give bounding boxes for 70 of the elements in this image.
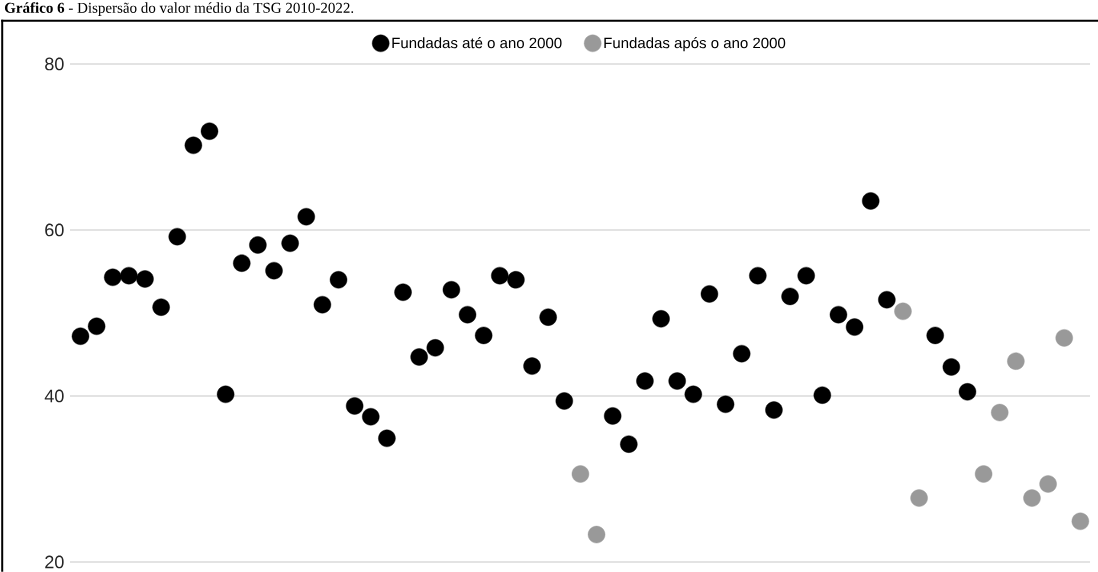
y-tick-label: 40 bbox=[44, 389, 64, 403]
point bbox=[329, 271, 348, 289]
point bbox=[233, 254, 251, 272]
point bbox=[813, 386, 832, 404]
point bbox=[894, 302, 912, 321]
point bbox=[845, 318, 864, 336]
point bbox=[265, 261, 283, 280]
point bbox=[910, 489, 928, 507]
y-tick-label: 80 bbox=[45, 57, 64, 71]
point bbox=[168, 227, 186, 246]
point bbox=[136, 270, 154, 288]
point bbox=[991, 403, 1009, 422]
point bbox=[958, 383, 977, 401]
point bbox=[410, 348, 428, 366]
point bbox=[249, 236, 267, 254]
y-tick-label: 20 bbox=[45, 555, 64, 569]
point bbox=[603, 407, 622, 425]
point bbox=[1055, 329, 1073, 347]
point bbox=[587, 525, 606, 544]
point bbox=[716, 395, 735, 413]
point bbox=[442, 281, 461, 299]
point bbox=[378, 429, 396, 448]
point bbox=[765, 401, 783, 419]
point bbox=[1023, 489, 1041, 507]
point bbox=[491, 266, 509, 285]
point bbox=[184, 136, 203, 155]
point bbox=[652, 310, 670, 328]
point bbox=[797, 266, 815, 285]
point bbox=[507, 271, 525, 289]
point bbox=[394, 283, 412, 301]
y-tick-label: 60 bbox=[45, 223, 64, 237]
point bbox=[1071, 512, 1090, 531]
point bbox=[313, 295, 332, 314]
point bbox=[684, 385, 703, 404]
point bbox=[523, 357, 541, 375]
point bbox=[87, 317, 106, 335]
point bbox=[668, 372, 686, 390]
point bbox=[297, 208, 315, 226]
point bbox=[942, 358, 961, 376]
point bbox=[1039, 475, 1057, 493]
point bbox=[458, 305, 477, 324]
point bbox=[862, 192, 880, 210]
point bbox=[216, 385, 235, 404]
point bbox=[345, 397, 364, 415]
point bbox=[120, 266, 138, 285]
point bbox=[749, 266, 767, 285]
point bbox=[974, 465, 993, 483]
point bbox=[636, 372, 654, 390]
point bbox=[620, 435, 638, 453]
point bbox=[571, 465, 590, 483]
point bbox=[474, 326, 493, 345]
point bbox=[700, 285, 719, 303]
point bbox=[362, 408, 380, 426]
point bbox=[281, 234, 299, 252]
point bbox=[426, 339, 444, 357]
legend-label: Fundadas até o ano 2000 bbox=[392, 37, 562, 49]
point bbox=[1007, 352, 1025, 370]
point bbox=[104, 268, 122, 286]
point bbox=[781, 287, 799, 306]
point bbox=[555, 392, 573, 410]
chart-title: Gráfico 6 - Dispersão do valor médio da TSG 2010-2022. bbox=[4, 2, 354, 16]
point bbox=[152, 298, 170, 316]
point bbox=[200, 122, 219, 140]
point bbox=[878, 291, 896, 309]
point bbox=[829, 305, 848, 324]
point bbox=[71, 327, 90, 345]
legend-label: Fundadas após o ano 2000 bbox=[604, 37, 786, 52]
point bbox=[926, 326, 944, 345]
point bbox=[733, 344, 751, 363]
point bbox=[539, 308, 557, 326]
